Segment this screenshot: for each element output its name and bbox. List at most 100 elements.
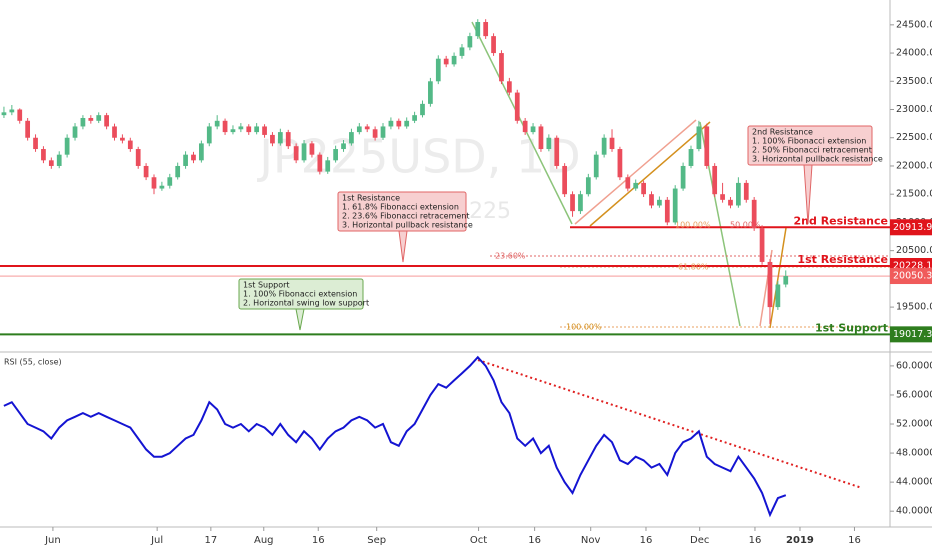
y-tick-label: 22000.0 bbox=[896, 160, 932, 171]
x-tick-label: Nov bbox=[581, 535, 601, 546]
candle-body bbox=[301, 143, 307, 161]
annotation-line: 2. 50% Fibonacci retracement bbox=[752, 146, 872, 155]
y-tick-label: 19500.0 bbox=[896, 302, 932, 313]
y-tick-label: 24000.0 bbox=[896, 48, 932, 59]
watermark-sub: 225 bbox=[469, 199, 511, 224]
candle-body bbox=[680, 165, 686, 189]
candle-body bbox=[751, 199, 757, 229]
candle-body bbox=[601, 137, 607, 155]
candle-body bbox=[159, 185, 165, 189]
candle-body bbox=[514, 92, 520, 121]
x-tick-label: 16 bbox=[640, 535, 653, 546]
candle-body bbox=[783, 276, 789, 285]
candle-body bbox=[293, 146, 299, 161]
x-tick-label: 2019 bbox=[786, 535, 814, 546]
watermark: JP225USD, 1D bbox=[256, 130, 580, 184]
annotation-pointer bbox=[803, 164, 813, 225]
fib-label: 61.80% bbox=[678, 263, 709, 272]
candle-body bbox=[112, 126, 117, 138]
x-tick-label: Oct bbox=[470, 535, 487, 546]
annotation-line: 2. Horizontal swing low support bbox=[243, 299, 369, 308]
candle-body bbox=[720, 194, 725, 200]
x-tick-label: Sep bbox=[367, 535, 386, 546]
candle-body bbox=[412, 115, 417, 121]
candle-body bbox=[222, 120, 228, 133]
level-tag bbox=[890, 219, 932, 236]
fib-leg bbox=[589, 121, 711, 227]
annotation-line: 3. Horizontal pullback resistance bbox=[342, 221, 473, 230]
annotation-line: 2. 23.6% Fibonacci retracement bbox=[342, 212, 470, 221]
candle-body bbox=[80, 117, 86, 127]
annotation-title: 1st Support bbox=[243, 281, 290, 290]
candle-body bbox=[522, 120, 528, 133]
candle-body bbox=[9, 109, 15, 113]
candle-body bbox=[183, 154, 188, 166]
y-tick-label: 21500.0 bbox=[896, 189, 932, 200]
annotation-line: 1. 100% Fibonacci extension bbox=[243, 290, 357, 299]
rsi-tick-label: 40.0000 bbox=[896, 506, 932, 517]
candle-body bbox=[167, 177, 173, 186]
annotation-pointer bbox=[398, 230, 408, 263]
candle-body bbox=[356, 126, 362, 133]
candle-body bbox=[578, 194, 583, 212]
candle-body bbox=[277, 132, 283, 144]
candle-body bbox=[743, 182, 749, 200]
y-tick-label: 20500.0 bbox=[896, 245, 932, 256]
y-tick-label: 24500.0 bbox=[896, 19, 932, 30]
candle-body bbox=[270, 134, 275, 144]
candle-body bbox=[341, 143, 346, 150]
candle-body bbox=[1, 112, 7, 116]
y-tick-label: 23000.0 bbox=[896, 104, 932, 115]
candle-body bbox=[491, 36, 496, 54]
candle-body bbox=[199, 143, 204, 161]
candle-body bbox=[467, 36, 473, 48]
x-tick-label: Jul bbox=[150, 535, 163, 546]
y-tick-label: 23500.0 bbox=[896, 76, 932, 87]
level-name: 1st Resistance bbox=[797, 253, 888, 266]
candle-body bbox=[499, 53, 504, 82]
candle-body bbox=[325, 160, 331, 172]
candle-body bbox=[17, 109, 23, 121]
candle-body bbox=[570, 194, 575, 212]
candle-body bbox=[206, 126, 212, 144]
x-tick-label: Dec bbox=[690, 535, 709, 546]
watermark-group: JP225USD, 1D 225 bbox=[256, 130, 580, 225]
candle-body bbox=[704, 126, 710, 166]
candle-body bbox=[104, 115, 109, 127]
candle-body bbox=[404, 120, 410, 127]
candle-body bbox=[364, 126, 370, 130]
candle-body bbox=[64, 137, 70, 155]
annotation-pointer bbox=[295, 308, 305, 331]
candle-body bbox=[649, 194, 654, 206]
candle-body bbox=[483, 22, 489, 37]
rsi-tick-label: 44.0000 bbox=[896, 477, 932, 488]
fib-label: 100.00% bbox=[675, 221, 711, 230]
candle-body bbox=[191, 154, 196, 161]
candle-body bbox=[262, 126, 267, 135]
candle-body bbox=[775, 284, 781, 308]
annotation-box bbox=[337, 191, 467, 232]
level-tag-label: 19017.3 bbox=[893, 329, 932, 340]
candle-body bbox=[664, 199, 670, 223]
level-tag-label: 20913.9 bbox=[893, 222, 932, 233]
candle-body bbox=[333, 149, 338, 161]
annotation-box bbox=[747, 125, 873, 166]
candle-body bbox=[372, 129, 378, 138]
x-tick-label: Jun bbox=[44, 535, 61, 546]
candle-body bbox=[435, 58, 441, 82]
x-tick-label: 16 bbox=[528, 535, 541, 546]
candle-body bbox=[317, 154, 323, 172]
candle-body bbox=[759, 228, 765, 262]
candle-body bbox=[609, 137, 615, 150]
candle-body bbox=[696, 126, 702, 150]
candle-body bbox=[56, 154, 62, 166]
candle-body bbox=[88, 117, 94, 121]
level-tag bbox=[890, 326, 932, 343]
candle-body bbox=[451, 55, 457, 65]
candle-body bbox=[214, 120, 220, 127]
candle-body bbox=[349, 132, 354, 144]
last-price-label: 20050.3 bbox=[893, 271, 932, 282]
candle-body bbox=[641, 182, 646, 195]
